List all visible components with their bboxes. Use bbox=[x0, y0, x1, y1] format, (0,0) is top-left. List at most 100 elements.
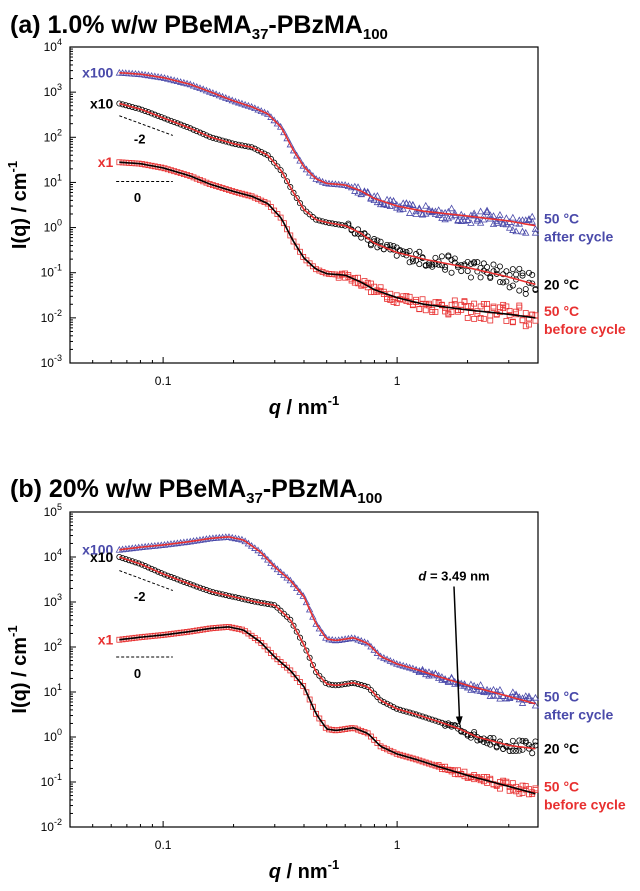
data-point-square bbox=[532, 787, 539, 793]
fit-line bbox=[119, 71, 536, 227]
data-point-triangle bbox=[312, 620, 320, 627]
y-tick-label: 102 bbox=[44, 127, 62, 144]
data-point-triangle bbox=[447, 204, 456, 212]
data-point-square bbox=[526, 321, 532, 328]
data-point-circle bbox=[522, 738, 529, 745]
series-circle: x1 0 20 °C bbox=[90, 96, 579, 297]
data-point-triangle bbox=[405, 209, 414, 216]
series-label: 20 °C bbox=[544, 276, 579, 292]
data-point-square bbox=[268, 204, 274, 210]
data-point-circle bbox=[148, 565, 155, 572]
data-point-circle bbox=[471, 259, 478, 266]
data-point-circle bbox=[496, 279, 503, 286]
data-point-square bbox=[368, 280, 374, 287]
data-point-triangle bbox=[470, 209, 478, 217]
series-square: x1 50 °C before cycle bbox=[98, 624, 626, 813]
data-point-triangle bbox=[393, 200, 401, 208]
data-point-circle bbox=[519, 272, 526, 279]
data-point-circle bbox=[448, 256, 455, 263]
data-point-square bbox=[313, 710, 319, 717]
data-point-circle bbox=[164, 572, 171, 579]
data-point-square bbox=[316, 267, 323, 274]
data-point-square bbox=[526, 315, 532, 322]
data-point-triangle bbox=[402, 199, 411, 206]
data-point-triangle bbox=[525, 216, 533, 223]
x-axis-unit: / nm bbox=[281, 861, 328, 883]
x-axis-label: q / nm-1 bbox=[269, 857, 339, 883]
data-point-triangle bbox=[386, 202, 394, 209]
x-tick-label: 1 bbox=[394, 838, 401, 852]
data-point-triangle bbox=[499, 218, 507, 226]
data-point-triangle bbox=[296, 588, 304, 595]
y-tick-label: 10-2 bbox=[41, 308, 62, 325]
series-label-line1: 50 °C bbox=[544, 303, 579, 319]
data-point-square bbox=[197, 177, 203, 183]
data-point-triangle bbox=[283, 573, 291, 581]
data-point-circle bbox=[506, 747, 513, 754]
data-point-square bbox=[416, 306, 423, 313]
scale-factor-label: x1 bbox=[98, 154, 114, 170]
data-point-circle bbox=[264, 152, 271, 159]
data-point-square bbox=[284, 226, 290, 233]
y-tick-label: 101 bbox=[44, 682, 62, 699]
data-point-triangle bbox=[422, 209, 430, 217]
data-point-triangle bbox=[525, 694, 533, 702]
series-label-line1: 50 °C bbox=[544, 211, 579, 227]
data-point-square bbox=[416, 306, 423, 312]
data-point-circle bbox=[193, 583, 200, 590]
x-axis-label: q / nm-1 bbox=[269, 393, 339, 419]
data-point-circle bbox=[384, 241, 391, 248]
y-tick-base: 10 bbox=[44, 85, 58, 99]
slope-guide-line bbox=[119, 570, 173, 591]
y-tick-base: 10 bbox=[41, 266, 55, 280]
data-point-circle bbox=[490, 261, 497, 268]
data-point-circle bbox=[390, 704, 397, 711]
scale-factor-label: x100 bbox=[82, 542, 113, 558]
data-point-circle bbox=[284, 613, 291, 620]
data-point-square bbox=[516, 304, 523, 311]
title-subscript: 100 bbox=[357, 490, 382, 507]
data-point-square bbox=[509, 318, 516, 325]
data-point-triangle bbox=[315, 624, 323, 632]
y-tick-exponent: -3 bbox=[54, 353, 62, 363]
title-subscript: 100 bbox=[363, 26, 388, 43]
y-tick-base: 10 bbox=[44, 550, 58, 564]
data-point-circle bbox=[477, 274, 484, 281]
data-point-triangle bbox=[415, 205, 423, 213]
y-tick-label: 10-1 bbox=[41, 263, 62, 280]
x-tick-label: 1 bbox=[394, 374, 401, 388]
y-tick-base: 10 bbox=[41, 356, 55, 370]
data-point-circle bbox=[300, 640, 307, 647]
data-point-circle bbox=[161, 571, 168, 578]
data-point-circle bbox=[516, 265, 523, 272]
data-point-circle bbox=[258, 148, 265, 155]
data-point-square bbox=[522, 323, 529, 330]
data-point-circle bbox=[438, 719, 445, 726]
data-point-circle bbox=[277, 167, 284, 174]
y-axis-exponent: -1 bbox=[5, 161, 20, 173]
series-label-line2: after cycle bbox=[544, 229, 613, 245]
data-point-triangle bbox=[289, 146, 298, 154]
data-point-circle bbox=[290, 622, 297, 629]
y-tick-label: 103 bbox=[44, 592, 62, 609]
data-point-square bbox=[271, 207, 278, 214]
data-point-triangle bbox=[296, 156, 304, 164]
data-point-square bbox=[200, 178, 207, 185]
data-point-triangle bbox=[373, 191, 382, 199]
y-tick-label: 104 bbox=[44, 37, 62, 54]
data-point-triangle bbox=[312, 175, 320, 182]
data-point-triangle bbox=[483, 206, 491, 214]
data-point-square bbox=[309, 703, 316, 710]
y-tick-label: 103 bbox=[44, 82, 62, 99]
data-point-triangle bbox=[457, 210, 465, 218]
data-point-square bbox=[268, 650, 274, 656]
y-tick-label: 10-3 bbox=[41, 353, 62, 370]
data-point-circle bbox=[171, 119, 178, 126]
y-tick-exponent: 3 bbox=[57, 82, 62, 92]
data-point-circle bbox=[522, 286, 529, 293]
data-point-triangle bbox=[476, 681, 485, 688]
data-point-triangle bbox=[434, 211, 443, 218]
data-point-circle bbox=[155, 568, 162, 575]
data-point-circle bbox=[467, 274, 474, 281]
slope-label: 0 bbox=[134, 190, 141, 205]
